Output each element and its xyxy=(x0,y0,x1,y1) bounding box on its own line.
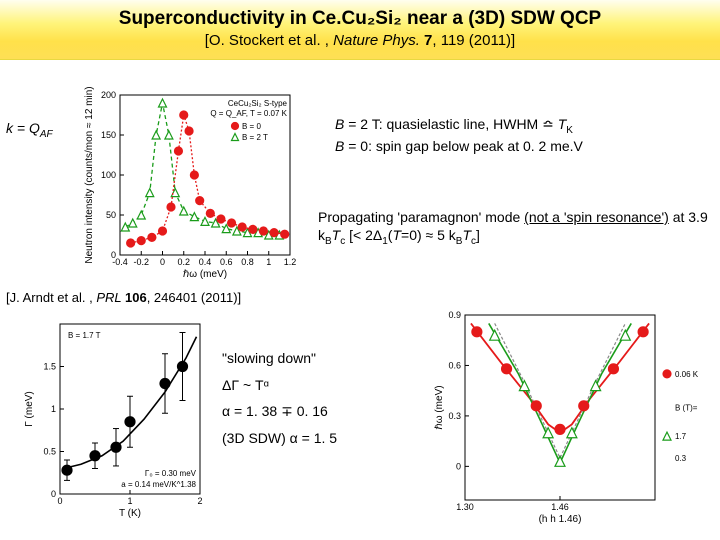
neutron-intensity-chart: -0.4-0.200.20.40.60.811.2050100150200ℏω … xyxy=(80,85,305,280)
a2-b: (not a 'spin resonance') xyxy=(524,209,669,225)
svg-text:0: 0 xyxy=(160,257,165,267)
a1-l2-pre: B xyxy=(335,138,344,154)
svg-text:B = 1.7 T: B = 1.7 T xyxy=(68,331,101,340)
svg-text:0.8: 0.8 xyxy=(241,257,254,267)
r2-suf: , 246401 (2011)] xyxy=(147,290,241,305)
linewidth-vs-temperature-chart: 0 1 2 0 0.5 1 1.5 T (K) Γ (meV) B = 1.7 T Γ₀ = 0.3… xyxy=(20,312,210,522)
a2-l: T xyxy=(462,227,471,243)
svg-text:(h h 1.46): (h h 1.46) xyxy=(539,514,582,525)
svg-text:1.46: 1.46 xyxy=(551,502,569,512)
k-text: k = Q xyxy=(6,120,40,136)
svg-text:0: 0 xyxy=(57,496,62,506)
a2-g: [< 2Δ xyxy=(345,227,382,243)
svg-text:ℏω (meV): ℏω (meV) xyxy=(434,385,445,429)
title-banner: Superconductivity in Ce.Cu₂Si₂ near a (3… xyxy=(0,0,720,60)
svg-text:0.6: 0.6 xyxy=(220,257,233,267)
svg-text:150: 150 xyxy=(101,130,116,140)
reference-arndt: [J. Arndt et al. , PRL 106, 246401 (2011… xyxy=(6,290,241,305)
ref-volume: 7 xyxy=(420,32,433,49)
svg-text:2: 2 xyxy=(197,496,202,506)
svg-text:0.6: 0.6 xyxy=(448,360,461,370)
svg-text:0.9: 0.9 xyxy=(448,310,461,320)
a1-l1-mid: = 2 T: quasielastic line, HWHM ≏ xyxy=(344,116,557,132)
r2-j: PRL xyxy=(96,290,125,305)
svg-text:CeCu₂Si₂ S-type: CeCu₂Si₂ S-type xyxy=(228,99,288,108)
row-1: k = QAF -0.4-0.200.20.40.60.811.20501001… xyxy=(0,80,720,280)
svg-text:0.2: 0.2 xyxy=(177,257,190,267)
annotation-slowing-down: "slowing down" ΔΓ ~ Tᵅ α = 1. 38 ∓ 0. 16… xyxy=(222,345,337,451)
a2-j: =0) ≈ 5 k xyxy=(401,227,456,243)
svg-text:B = 2 T: B = 2 T xyxy=(242,133,268,142)
svg-text:100: 100 xyxy=(101,170,116,180)
svg-text:Γ₀ = 0.30 meV: Γ₀ = 0.30 meV xyxy=(145,469,197,478)
svg-text:1.30: 1.30 xyxy=(456,502,474,512)
ac-l4: (3D SDW) α = 1. 5 xyxy=(222,425,337,452)
svg-text:-0.2: -0.2 xyxy=(133,257,149,267)
svg-text:Neutron intensity (counts/mon: Neutron intensity (counts/mon ≈ 12 min) xyxy=(84,86,95,263)
svg-text:200: 200 xyxy=(101,90,116,100)
svg-text:Γ (meV): Γ (meV) xyxy=(24,391,35,427)
svg-text:1: 1 xyxy=(266,257,271,267)
ref-prefix: [O. Stockert et al. , xyxy=(205,32,333,49)
svg-text:0.4: 0.4 xyxy=(199,257,212,267)
a2-n: ] xyxy=(476,227,480,243)
ac-l1: "slowing down" xyxy=(222,345,337,372)
svg-text:B (T)=: B (T)= xyxy=(675,404,698,413)
svg-text:ℏω (meV): ℏω (meV) xyxy=(183,269,227,280)
svg-text:0: 0 xyxy=(456,461,461,471)
svg-text:50: 50 xyxy=(106,210,116,220)
svg-text:1: 1 xyxy=(51,404,56,414)
r2-pre: [J. Arndt et al. , xyxy=(6,290,96,305)
k-vector-label: k = QAF xyxy=(6,120,53,140)
svg-text:0.3: 0.3 xyxy=(448,411,461,421)
annotation-paramagnon: Propagating 'paramagnon' mode (not a 'sp… xyxy=(318,208,713,248)
a1-l2-mid: = 0: spin gap below peak at 0. 2 me.V xyxy=(344,138,583,154)
ref-journal: Nature Phys. xyxy=(333,32,420,49)
a2-a: Propagating 'paramagnon' mode xyxy=(318,209,524,225)
a1-l1-it: T xyxy=(558,116,567,132)
svg-text:Q = Q_AF, T = 0.07 K: Q = Q_AF, T = 0.07 K xyxy=(210,109,287,118)
svg-text:T (K): T (K) xyxy=(119,508,141,519)
r2-v: 106 xyxy=(125,290,147,305)
svg-text:1.5: 1.5 xyxy=(43,362,56,372)
svg-text:0.3: 0.3 xyxy=(675,454,687,463)
ref-suffix: , 119 (2011)] xyxy=(432,32,515,49)
a1-l1-pre: B xyxy=(335,116,344,132)
ac-l3: α = 1. 38 ∓ 0. 16 xyxy=(222,398,337,425)
slide-reference: [O. Stockert et al. , Nature Phys. 7, 11… xyxy=(10,32,710,49)
svg-text:1: 1 xyxy=(127,496,132,506)
row-2: [J. Arndt et al. , PRL 106, 246401 (2011… xyxy=(0,290,720,530)
annot1-line1: B = 2 T: quasielastic line, HWHM ≏ TK xyxy=(335,115,583,137)
svg-text:1.7: 1.7 xyxy=(675,432,687,441)
svg-text:a = 0.14 meV/K^1.38: a = 0.14 meV/K^1.38 xyxy=(121,480,196,489)
ac-l2: ΔΓ ~ Tᵅ xyxy=(222,372,337,399)
annotation-quasielastic: B = 2 T: quasielastic line, HWHM ≏ TK B … xyxy=(335,115,583,156)
a2-d: B xyxy=(325,236,332,247)
svg-text:0.06 K: 0.06 K xyxy=(675,370,699,379)
svg-text:B = 0: B = 0 xyxy=(242,122,261,131)
svg-text:0: 0 xyxy=(51,489,56,499)
k-sub: AF xyxy=(40,129,53,140)
a1-l1-sub: K xyxy=(566,125,573,136)
dispersion-chart: 1.30 1.46 0 0.3 0.6 0.9 (h h 1.46) ℏω (meV) 0.06… xyxy=(430,305,705,525)
slide-title: Superconductivity in Ce.Cu₂Si₂ near a (3… xyxy=(10,8,710,30)
svg-text:0: 0 xyxy=(111,250,116,260)
svg-text:1.2: 1.2 xyxy=(284,257,297,267)
a2-e: T xyxy=(332,227,341,243)
svg-text:0.5: 0.5 xyxy=(43,447,56,457)
a2-i2: T xyxy=(392,227,401,243)
annot1-line2: B = 0: spin gap below peak at 0. 2 me.V xyxy=(335,137,583,156)
